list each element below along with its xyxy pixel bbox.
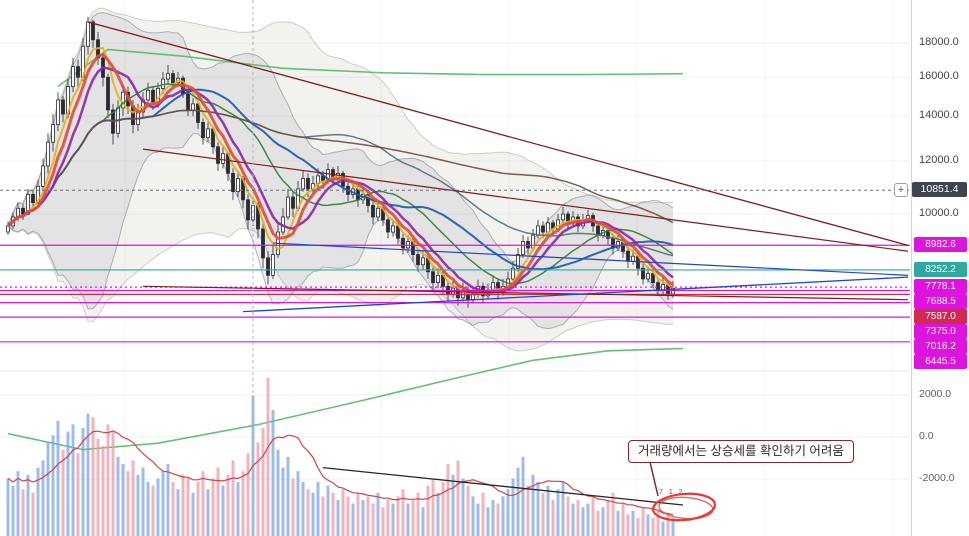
- volume-tick-label: -2000.0: [919, 472, 955, 484]
- price-level-label[interactable]: 8252.2: [914, 261, 967, 277]
- price-level-label[interactable]: 7016.2: [914, 339, 967, 355]
- tiny-volume-numbers: 7 1 2: [659, 489, 685, 496]
- trendlines: [0, 0, 910, 536]
- price-level-label[interactable]: 7688.5: [914, 294, 967, 310]
- price-level-label[interactable]: 6445.5: [914, 354, 967, 370]
- volume-series: [6, 377, 684, 536]
- price-axis[interactable]: 18000.0 16000.0 14000.0 12000.0 10000.0 8982.…: [911, 0, 969, 536]
- price-level-label[interactable]: 8982.6: [914, 237, 967, 253]
- drawing-annotations: [649, 461, 717, 522]
- price-level-label[interactable]: 7587.0: [914, 309, 967, 325]
- price-level-label[interactable]: 7375.0: [914, 324, 967, 340]
- price-tick-label: 16000.0: [919, 70, 959, 83]
- candlestick-series: [6, 16, 675, 308]
- price-tick-label: 14000.0: [919, 109, 959, 122]
- price-tick-label: 12000.0: [919, 153, 959, 166]
- hand-drawn-circle[interactable]: [651, 491, 717, 522]
- current-price-label: 10851.4: [912, 182, 967, 198]
- callout-annotation[interactable]: 거래량에서는 상승세를 확인하기 어려움: [628, 440, 854, 463]
- volume-tick-label: 2000.0: [919, 388, 952, 400]
- price-tick-label: 10000.0: [919, 207, 959, 220]
- callout-text: 거래량에서는 상승세를 확인하기 어려움: [638, 444, 844, 458]
- price-level-lines: [0, 244, 910, 343]
- price-level-label[interactable]: 7778.1: [914, 279, 967, 295]
- price-tick-label: 18000.0: [919, 36, 959, 48]
- moving-average-lines: [6, 47, 674, 295]
- add-alert-plus-button[interactable]: +: [894, 183, 908, 198]
- volume-tick-label: 0.0: [919, 430, 934, 442]
